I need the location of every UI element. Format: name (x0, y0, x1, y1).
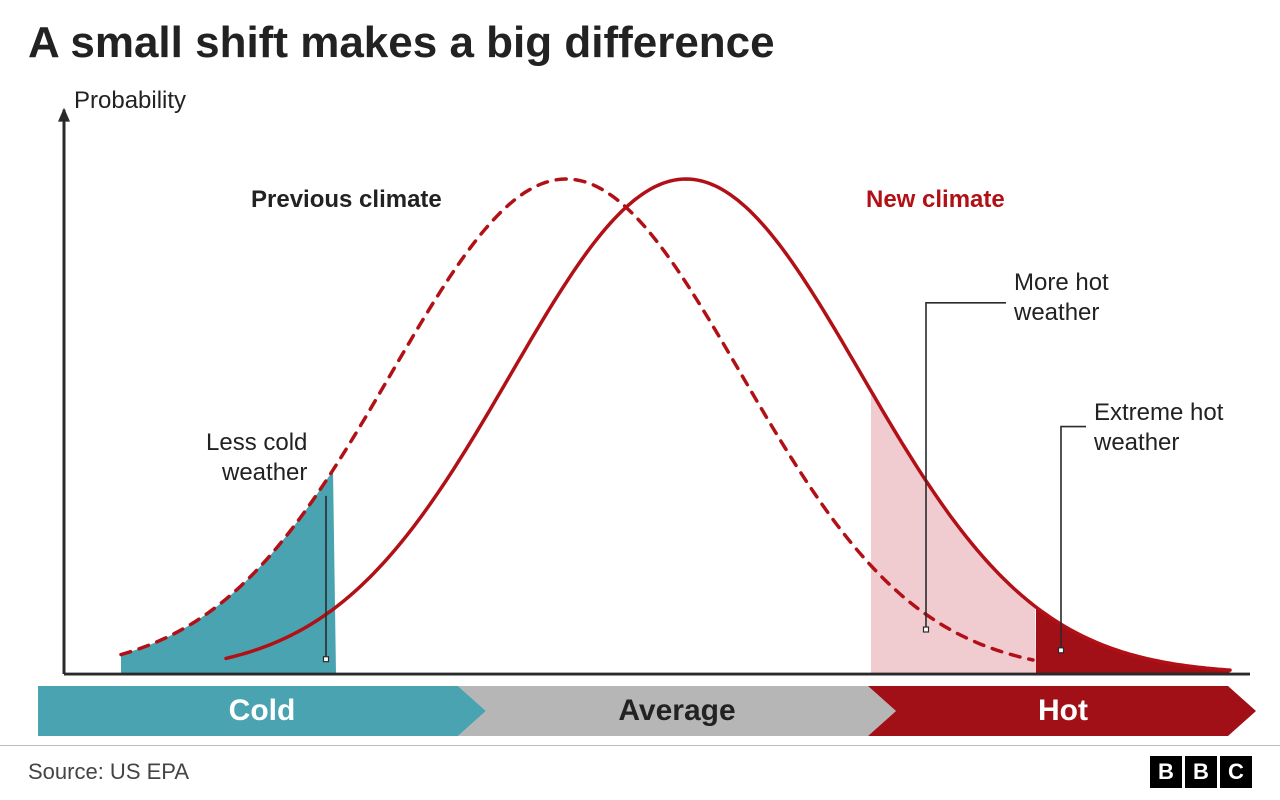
temp-seg-average: Average (458, 686, 896, 736)
chart-canvas: Probability Previous climate New climate… (26, 80, 1250, 680)
source-text: Source: US EPA (28, 759, 189, 785)
y-axis-label: Probability (74, 86, 186, 116)
label-extreme-hot: Extreme hot weather (1094, 398, 1223, 458)
label-previous-climate: Previous climate (251, 185, 442, 215)
label-less-cold: Less cold weather (206, 428, 307, 488)
footer: Source: US EPA BBC (0, 745, 1280, 788)
temp-seg-label: Hot (1038, 694, 1088, 728)
bbc-block: B (1185, 756, 1217, 788)
temperature-bar: Cold Average Hot (38, 686, 1258, 736)
label-more-hot: More hot weather (1014, 268, 1109, 328)
bbc-logo: BBC (1150, 756, 1252, 788)
bbc-block: C (1220, 756, 1252, 788)
temp-seg-label: Average (618, 694, 735, 728)
chart-title: A small shift makes a big difference (0, 0, 1280, 68)
temp-seg-cold: Cold (38, 686, 486, 736)
temp-seg-label: Cold (229, 694, 296, 728)
chart-svg (26, 80, 1250, 680)
temp-seg-hot: Hot (868, 686, 1258, 736)
label-new-climate: New climate (866, 185, 1005, 215)
bbc-block: B (1150, 756, 1182, 788)
